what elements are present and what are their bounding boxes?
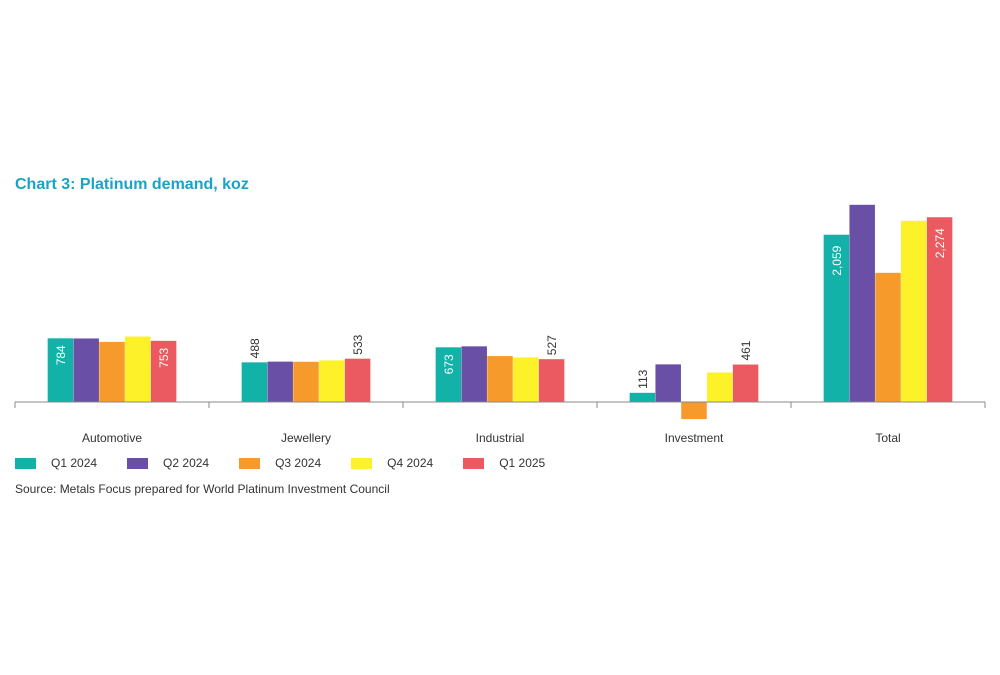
data-label: 113 bbox=[636, 369, 650, 388]
bar-industrial-q2-2024 bbox=[461, 346, 487, 402]
source-note: Source: Metals Focus prepared for World … bbox=[15, 482, 390, 496]
legend-label: Q2 2024 bbox=[163, 456, 210, 470]
bar-investment-q1-2025 bbox=[732, 364, 759, 402]
bar-total-q1-2024 bbox=[823, 234, 850, 402]
legend-swatch bbox=[15, 457, 36, 469]
bar-automotive-q1-2025 bbox=[150, 340, 177, 402]
bar-investment-q4-2024 bbox=[707, 372, 733, 402]
category-label-jewellery: Jewellery bbox=[281, 431, 331, 445]
bar-investment-q1-2024 bbox=[629, 392, 656, 402]
category-label-total: Total bbox=[875, 431, 900, 445]
bar-investment-q2-2024 bbox=[655, 364, 681, 402]
bar-jewellery-q1-2025 bbox=[344, 358, 371, 402]
legend-item: Q1 2024 bbox=[15, 456, 97, 470]
data-label: 753 bbox=[157, 347, 171, 367]
category-label-industrial: Industrial bbox=[476, 431, 525, 445]
bar-automotive-q3-2024 bbox=[99, 341, 125, 402]
bar-automotive-q4-2024 bbox=[125, 336, 151, 402]
bar-industrial-q4-2024 bbox=[513, 357, 539, 402]
data-label: 533 bbox=[351, 334, 365, 354]
legend-label: Q1 2024 bbox=[51, 456, 98, 470]
legend-item: Q3 2024 bbox=[239, 456, 321, 470]
legend-swatch bbox=[351, 457, 373, 469]
legend-label: Q4 2024 bbox=[387, 456, 434, 470]
bar-jewellery-q3-2024 bbox=[293, 361, 319, 402]
bar-total-q4-2024 bbox=[901, 220, 927, 402]
data-label: 2,274 bbox=[933, 228, 947, 258]
chart-title: Chart 3: Platinum demand, koz bbox=[15, 176, 249, 193]
legend-label: Q1 2025 bbox=[499, 456, 546, 470]
legend: Q1 2024 Q2 2024 Q3 2024 Q4 2024 Q1 2025 bbox=[15, 454, 575, 472]
data-label: 488 bbox=[248, 338, 262, 358]
bar-total-q3-2024 bbox=[875, 272, 901, 402]
bar-automotive-q1-2024 bbox=[47, 338, 74, 402]
legend-swatch bbox=[127, 457, 149, 469]
legend-item: Q1 2025 bbox=[463, 456, 545, 470]
bar-total-q2-2024 bbox=[849, 204, 875, 402]
legend-item: Q2 2024 bbox=[127, 456, 209, 470]
legend-item: Q4 2024 bbox=[351, 456, 433, 470]
category-label-investment: Investment bbox=[665, 431, 724, 445]
data-label: 2,059 bbox=[830, 245, 844, 275]
bar-investment-q3-2024 bbox=[681, 402, 707, 420]
bar-jewellery-q2-2024 bbox=[267, 361, 293, 402]
legend-swatch bbox=[463, 457, 485, 469]
bar-industrial-q1-2024 bbox=[435, 347, 462, 402]
bar-automotive-q2-2024 bbox=[73, 338, 99, 402]
legend-label: Q3 2024 bbox=[275, 456, 322, 470]
data-label: 673 bbox=[442, 354, 456, 374]
bar-total-q1-2025 bbox=[926, 217, 953, 402]
category-label-automotive: Automotive bbox=[82, 431, 142, 445]
bar-industrial-q1-2025 bbox=[538, 359, 565, 402]
bar-jewellery-q1-2024 bbox=[241, 362, 268, 402]
data-label: 527 bbox=[545, 335, 559, 355]
bar-industrial-q3-2024 bbox=[487, 356, 513, 402]
data-label: 461 bbox=[739, 340, 753, 360]
legend-swatch bbox=[239, 457, 261, 469]
bar-jewellery-q4-2024 bbox=[319, 360, 345, 402]
data-label: 784 bbox=[54, 345, 68, 365]
